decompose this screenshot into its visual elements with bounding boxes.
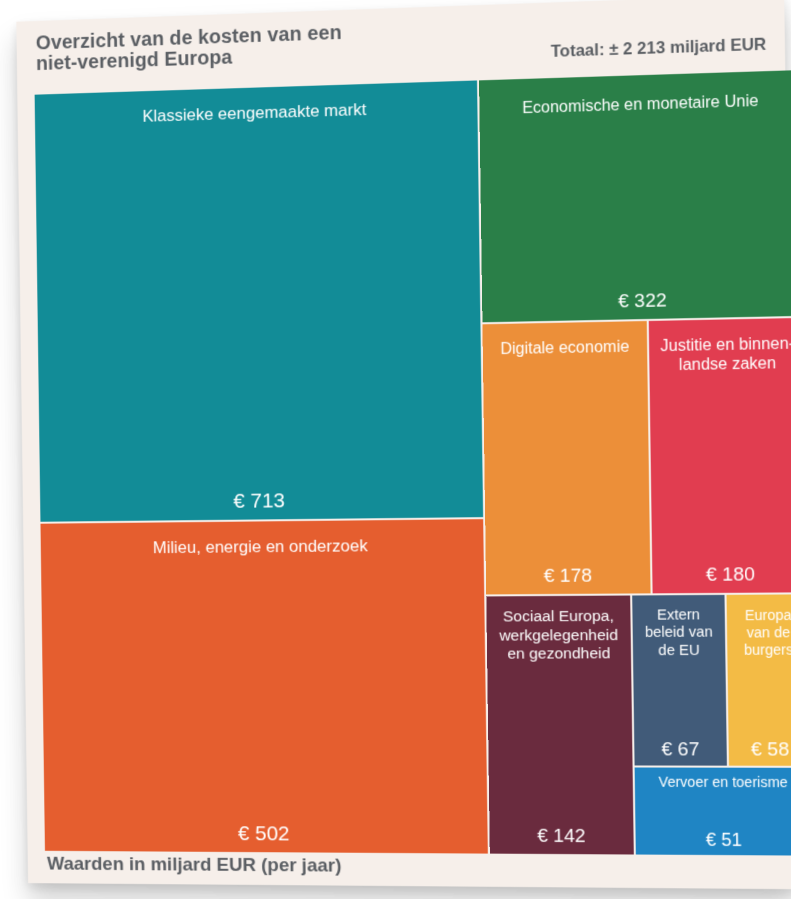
tile-label: Economische en monetaire Unie [483,91,791,120]
tile-value: € 502 [45,821,488,847]
treemap-tile: Europa van de burgers € 58 [727,594,791,768]
treemap-tile: Vervoer en toerisme € 51 [635,767,791,857]
tile-value: € 713 [40,487,483,516]
treemap: Klassieke eengemaakte markt € 713 Milieu, … [35,71,791,858]
unit-note: Waarden in miljard EUR (per jaar) [47,854,342,878]
tile-label: Justitie en binnen- landse zaken [653,334,791,376]
tile-value: € 58 [729,739,791,762]
tile-value: € 180 [652,564,791,588]
treemap-tile: Extern beleid van de EU € 67 [632,595,729,768]
tile-value: € 67 [634,739,727,761]
tile-value: € 142 [489,825,633,848]
treemap-tile: Klassieke eengemaakte markt € 713 [35,80,486,523]
tile-label: Europa van de burgers [731,607,791,659]
treemap-tile: Justitie en binnen- landse zaken € 180 [649,318,791,596]
poster: Overzicht van de kosten van een niet-ver… [16,0,791,889]
tile-label: Digitale economie [487,337,643,359]
tile-label: Extern beleid van de EU [636,607,721,660]
tile-value: € 51 [635,829,791,851]
treemap-tile: Milieu, energie en onderzoek € 502 [40,519,489,856]
treemap-tile: Digitale economie € 178 [482,321,652,596]
treemap-tile: Sociaal Europa, werkgelegenheid en gezon… [486,595,636,856]
tile-value: € 322 [482,287,791,316]
tile-value: € 178 [486,565,651,588]
tile-label: Milieu, energie en onderzoek [45,535,480,559]
total-label: Totaal: ± 2 213 miljard EUR [551,36,767,62]
tile-label: Klassieke eengemaakte markt [39,97,474,131]
tile-label: Sociaal Europa, werkgelegenheid en gezon… [490,608,627,665]
tile-label: Vervoer en toerisme [639,774,791,792]
treemap-tile: Economische en monetaire Unie € 322 [479,70,791,324]
